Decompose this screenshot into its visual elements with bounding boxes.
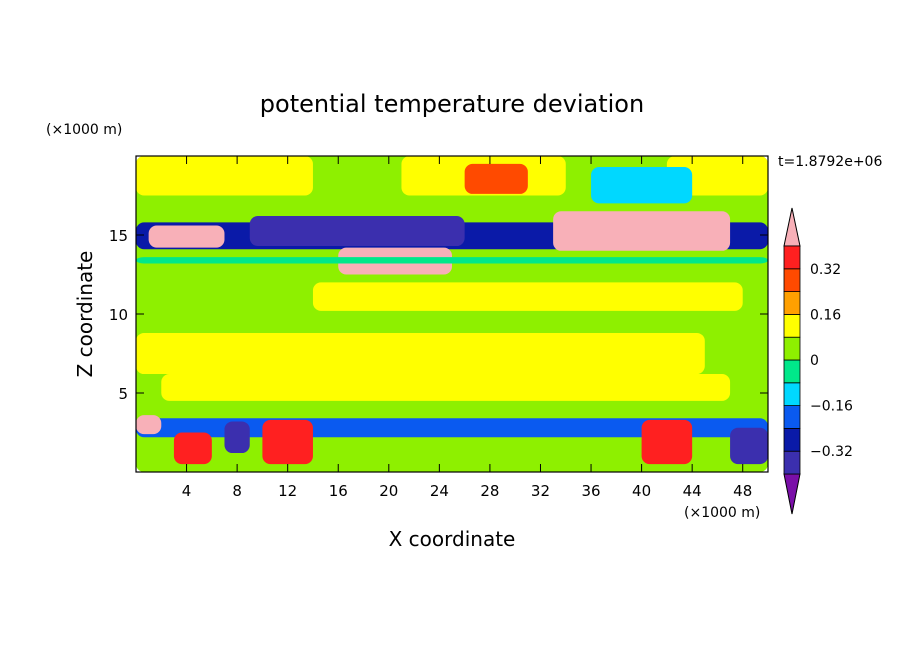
contour-region bbox=[161, 374, 731, 401]
x-tick-label: 4 bbox=[182, 482, 192, 500]
contour-region bbox=[553, 211, 731, 251]
x-tick-label: 20 bbox=[379, 482, 398, 500]
contour-region bbox=[262, 419, 313, 465]
contour-region bbox=[464, 163, 528, 194]
colorbar-segment bbox=[783, 405, 801, 429]
colorbar-segment bbox=[783, 245, 801, 270]
y-axis: 5 10 15 bbox=[109, 227, 768, 403]
x-axis-label: X coordinate bbox=[389, 527, 516, 551]
colorbar-tick-label: 0.32 bbox=[810, 262, 841, 278]
x-tick-label: 24 bbox=[430, 482, 449, 500]
x-tick-label: 40 bbox=[632, 482, 651, 500]
colorbar-tick-label: −0.32 bbox=[810, 444, 853, 460]
colorbar-segment bbox=[783, 336, 801, 361]
colorbar-bottom-arrow bbox=[783, 473, 801, 515]
contour-region bbox=[136, 415, 162, 435]
contour-region bbox=[173, 432, 212, 465]
contour-region bbox=[249, 216, 465, 247]
contour-region bbox=[591, 167, 693, 204]
x-tick-label: 28 bbox=[480, 482, 499, 500]
y-tick-label: 5 bbox=[118, 385, 128, 403]
contour-region bbox=[136, 332, 705, 375]
x-tick-label: 36 bbox=[581, 482, 600, 500]
colorbar: 0.32 0.16 0 −0.16 −0.32 bbox=[783, 207, 853, 515]
x-tick-label: 16 bbox=[329, 482, 348, 500]
colorbar-tick-label: 0.16 bbox=[810, 307, 841, 323]
colorbar-tick-label: −0.16 bbox=[810, 399, 853, 415]
time-label: t=1.8792e+06 bbox=[778, 154, 882, 170]
colorbar-top-arrow bbox=[783, 207, 801, 247]
x-tick-label: 8 bbox=[232, 482, 242, 500]
colorbar-segment bbox=[783, 268, 801, 292]
colorbar-segment bbox=[783, 427, 801, 452]
y-tick-label: 10 bbox=[109, 306, 128, 324]
contour-region bbox=[136, 156, 313, 196]
chart-title: potential temperature deviation bbox=[260, 90, 644, 118]
x-unit-label: (×1000 m) bbox=[684, 505, 760, 521]
y-tick-label: 15 bbox=[109, 227, 128, 245]
x-tick-label: 12 bbox=[278, 482, 297, 500]
x-axis: 4 8 12 16 20 24 28 32 36 40 44 48 bbox=[182, 156, 752, 500]
contour-region bbox=[666, 156, 768, 196]
colorbar-segment bbox=[783, 450, 801, 475]
colorbar-segment bbox=[783, 291, 801, 315]
x-tick-label: 32 bbox=[531, 482, 550, 500]
colorbar-segment bbox=[783, 313, 801, 338]
contour-region bbox=[641, 419, 693, 465]
colorbar-tick-label: 0 bbox=[810, 353, 819, 369]
y-axis-label: Z coordinate bbox=[73, 251, 97, 378]
contour-region bbox=[148, 225, 225, 248]
contour-region bbox=[224, 421, 250, 454]
contour-region bbox=[136, 257, 768, 264]
contour-region bbox=[312, 282, 743, 311]
colorbar-segment bbox=[783, 382, 801, 406]
x-tick-label: 44 bbox=[683, 482, 702, 500]
x-tick-label: 48 bbox=[733, 482, 752, 500]
colorbar-segment bbox=[783, 359, 801, 384]
contour-region bbox=[730, 427, 768, 465]
contour-field bbox=[136, 156, 768, 472]
y-unit-label: (×1000 m) bbox=[46, 122, 122, 138]
